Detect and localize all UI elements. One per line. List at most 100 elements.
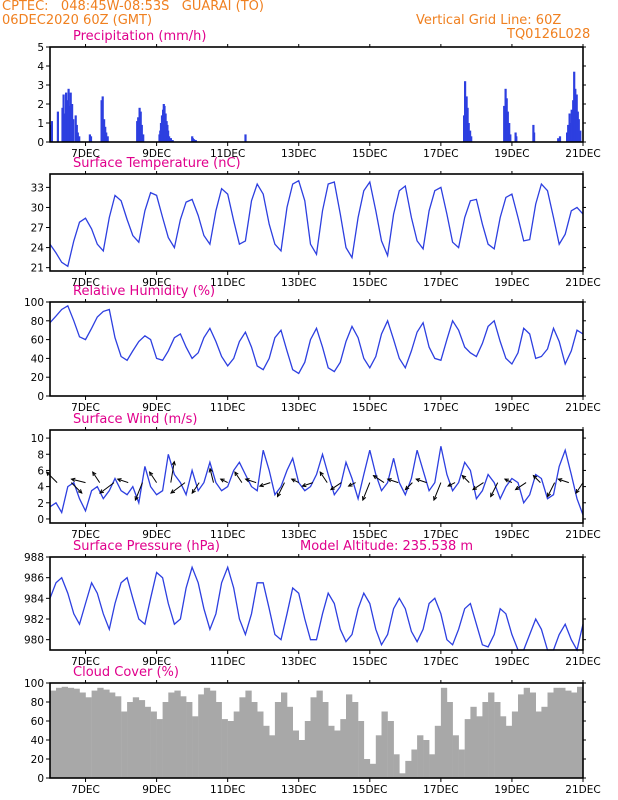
- x-tick-label: 9DEC: [142, 656, 171, 668]
- y-tick-label: 30: [31, 202, 44, 214]
- y-tick-label: 100: [24, 678, 44, 690]
- y-tick-label: 8: [37, 449, 44, 461]
- wind-vector: [170, 482, 186, 494]
- wind-vector-head: [386, 478, 392, 483]
- wind-vector: [405, 482, 413, 490]
- cloud-bar: [358, 721, 365, 778]
- cloud-bar: [144, 706, 151, 779]
- precip-bar: [575, 94, 578, 142]
- x-tick-label: 15DEC: [352, 529, 387, 541]
- cloud-bar: [393, 754, 400, 779]
- wind-vector-head: [99, 489, 105, 494]
- x-tick-label: 19DEC: [494, 656, 529, 668]
- wind-vector: [259, 482, 271, 487]
- cloud-bar: [91, 690, 98, 778]
- cloud-bar: [73, 688, 80, 778]
- x-tick-label: 17DEC: [423, 529, 458, 541]
- wind-vector-head: [329, 485, 335, 491]
- precip-bar: [78, 136, 81, 142]
- cloud-bar: [115, 696, 122, 778]
- wind-vector-head: [404, 485, 410, 491]
- precip-bar: [137, 117, 140, 142]
- cloud-bar: [304, 721, 311, 778]
- precip-bar: [106, 136, 109, 142]
- x-tick-label: 15DEC: [352, 784, 387, 796]
- cloud-bar: [369, 763, 377, 779]
- wind-vector-head: [301, 482, 307, 488]
- wind-vector: [277, 482, 285, 497]
- x-tick-label: 19DEC: [494, 529, 529, 541]
- y-tick-label: 21: [31, 263, 44, 275]
- cloud-bar: [79, 692, 86, 778]
- precip-bar: [509, 134, 512, 142]
- cloud-bar: [281, 692, 288, 778]
- wind-vector: [362, 482, 371, 501]
- cloud-bar: [287, 706, 293, 779]
- cloud-bar: [127, 702, 134, 778]
- wind-vector-head: [92, 471, 97, 477]
- cloud-bar: [138, 700, 146, 778]
- header-grid-note: Vertical Grid Line: 60Z: [416, 13, 562, 28]
- x-tick-label: 21DEC: [565, 784, 600, 796]
- x-tick-label: 7DEC: [71, 656, 100, 668]
- x-tick-label: 17DEC: [423, 277, 458, 289]
- wind-vector-head: [461, 474, 467, 480]
- x-tick-label: 21DEC: [565, 277, 600, 289]
- x-tick-label: 9DEC: [142, 784, 171, 796]
- wind-vector-head: [547, 492, 552, 498]
- wind-vector-head: [290, 478, 296, 483]
- wind-vector-head: [532, 474, 538, 480]
- cloud-bar: [274, 702, 282, 778]
- y-tick-label: 20: [31, 372, 44, 384]
- wind-vector: [348, 482, 356, 487]
- cloud-bar: [363, 759, 371, 778]
- wind-vector-head: [45, 471, 51, 476]
- cloud-bar: [215, 702, 222, 778]
- precip-bar: [533, 132, 536, 142]
- panel-title: Surface Wind (m/s): [73, 412, 197, 427]
- precip-bar: [69, 92, 72, 142]
- x-tick-label: 7DEC: [71, 529, 100, 541]
- cloud-bar: [334, 730, 341, 778]
- cloud-bar: [67, 687, 75, 779]
- x-tick-label: 21DEC: [565, 529, 600, 541]
- precip-bar: [66, 100, 69, 142]
- precip-bar: [506, 111, 509, 142]
- temperature-line: [49, 179, 584, 268]
- cloud-bar: [50, 690, 57, 778]
- wind-vector: [220, 478, 228, 484]
- y-tick-label: 984: [24, 593, 44, 605]
- precip-bar: [105, 132, 108, 142]
- cloud-bar: [381, 711, 388, 778]
- wind-vector: [319, 471, 328, 483]
- wind-vector-head: [116, 478, 122, 483]
- cloud-bar: [470, 706, 477, 779]
- cloud-bar: [423, 740, 430, 778]
- x-tick-label: 19DEC: [494, 148, 529, 160]
- panel-frame: [49, 429, 584, 524]
- x-tick-label: 15DEC: [352, 277, 387, 289]
- cloud-bar: [476, 716, 483, 779]
- wind-vector-head: [234, 471, 239, 477]
- cloud-bar: [209, 690, 217, 778]
- x-tick-label: 19DEC: [494, 402, 529, 414]
- cloud-bar: [352, 702, 359, 778]
- cloud-bar: [535, 711, 542, 778]
- wind-vector: [447, 482, 456, 487]
- y-tick-label: 3: [37, 80, 44, 92]
- y-tick-label: 20: [31, 754, 44, 766]
- x-tick-label: 11DEC: [210, 784, 245, 796]
- precip-bar: [470, 136, 473, 142]
- model-altitude-note: Model Altitude: 235.538 m: [300, 539, 473, 554]
- cloud-bar: [577, 686, 584, 778]
- cloud-bar: [494, 702, 501, 778]
- x-tick-label: 17DEC: [423, 148, 458, 160]
- cloud-bar: [346, 694, 353, 778]
- wind-vector-head: [362, 496, 367, 502]
- cloud-bar: [203, 687, 211, 779]
- panel-frame: [49, 556, 584, 651]
- cloud-bar: [452, 735, 459, 779]
- y-tick-label: 24: [31, 243, 45, 255]
- y-tick-label: 27: [31, 223, 44, 235]
- cloud-bar: [458, 749, 465, 778]
